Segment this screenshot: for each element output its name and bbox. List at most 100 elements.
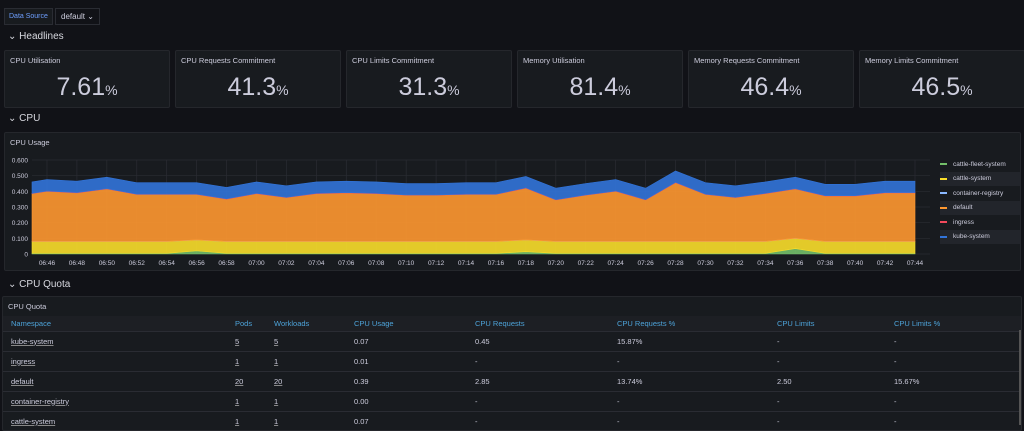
legend-item[interactable]: ingress [940,215,1020,229]
table-cell: 15.87% [609,330,769,351]
column-header[interactable]: CPU Requests [467,316,609,331]
x-tick-label: 07:34 [757,260,774,267]
datasource-value: default [61,12,86,21]
chevron-down-icon: ⌄ [8,31,20,42]
cell-link[interactable]: kube-system [11,336,54,346]
row-cpu[interactable]: ⌄ CPU [8,113,40,124]
legend-item[interactable]: cattle-system [940,171,1020,186]
y-tick-label: 0.500 [12,173,29,180]
stat-panel: CPU Requests Commitment 41.3% [175,50,341,108]
legend-item[interactable]: default [940,200,1020,215]
y-tick-label: 0.200 [12,220,29,227]
x-tick-label: 07:24 [608,260,625,267]
x-tick-label: 07:44 [907,260,924,267]
cell-link[interactable]: 1 [235,356,240,366]
stat-value: 7.61 [56,73,106,101]
table-cell: - [886,390,1021,411]
y-tick-label: 0.600 [12,158,29,165]
stat-title: Memory Utilisation [523,56,585,65]
row-cpu-quota[interactable]: ⌄ CPU Quota [8,279,70,290]
table-cell: - [769,410,886,431]
table-row: cattle-system 1 1 0.07- - - - [3,410,1021,431]
x-tick-label: 07:12 [428,260,445,267]
stat-unit: % [789,82,802,98]
cell-link[interactable]: 1 [274,416,279,426]
stat-panel: Memory Utilisation 81.4% [517,50,683,108]
x-tick-label: 07:38 [817,260,834,267]
stat-unit: % [960,82,973,98]
x-tick-label: 07:08 [368,260,385,267]
stat-value: 46.4 [740,73,790,101]
cell-link[interactable]: 5 [274,336,279,346]
row-title: CPU Quota [19,279,71,290]
x-tick-label: 07:18 [518,260,535,267]
table-cell: 13.74% [609,370,769,391]
x-tick-label: 06:50 [99,260,116,267]
cell-link[interactable]: ingress [11,356,36,366]
x-tick-label: 07:36 [787,260,804,267]
stat-title: Memory Requests Commitment [694,56,800,65]
cell-link[interactable]: 20 [235,376,244,386]
stat-value: 31.3 [398,73,448,101]
table-cell: kube-system [3,330,227,351]
legend-swatch [940,206,947,209]
cell-link[interactable]: 5 [235,336,240,346]
column-header[interactable]: CPU Requests % [609,316,769,331]
cpu-quota-panel: CPU Quota Namespace Pods Workloads CPU Usag… [2,296,1022,431]
x-tick-label: 07:28 [667,260,684,267]
row-title: CPU [19,113,41,124]
column-header[interactable]: Workloads [266,316,346,331]
x-tick-label: 07:10 [398,260,415,267]
stat-title: Memory Limits Commitment [865,56,959,65]
scrollbar[interactable] [1019,330,1021,425]
cell-link[interactable]: 1 [235,396,240,406]
column-header[interactable]: Namespace [3,316,227,331]
stat-value: 81.4 [569,73,619,101]
table-cell: 1 [227,390,266,411]
cell-link[interactable]: 1 [274,396,279,406]
stat-unit: % [618,82,631,98]
column-header[interactable]: CPU Usage [346,316,467,331]
chevron-down-icon: ⌄ [8,113,20,124]
table-cell: - [609,390,769,411]
legend-swatch [940,221,947,223]
table-cell: - [769,330,886,351]
legend-item[interactable]: kube-system [940,229,1020,244]
stat-title: CPU Requests Commitment [181,56,276,65]
y-tick-label: 0 [24,252,28,259]
table-cell: 20 [227,370,266,391]
column-header[interactable]: Pods [227,316,266,331]
panel-title: CPU Quota [8,302,47,311]
table-cell: - [769,390,886,411]
stat-value: 46.5 [911,73,961,101]
column-header[interactable]: CPU Limits [769,316,886,331]
legend-item[interactable]: cattle-fleet-system [940,157,1020,171]
datasource-select[interactable]: default ⌄ [55,8,100,25]
legend-label: kube-system [953,233,990,240]
cell-link[interactable]: 1 [235,416,240,426]
x-tick-label: 06:52 [129,260,146,267]
x-tick-label: 07:40 [847,260,864,267]
legend-label: container-registry [953,189,1004,197]
table-cell: 2.85 [467,370,609,391]
table-cell: 0.07 [346,410,467,431]
cell-link[interactable]: cattle-system [11,416,56,426]
table-cell: - [467,390,609,411]
table-cell: - [886,330,1021,351]
table-cell: - [886,410,1021,431]
table-row: kube-system 5 5 0.07 0.45 15.87% - - [3,330,1021,351]
table-cell: 0.01 [346,350,467,371]
cpu-usage-chart: 0 0.100 0.200 0.300 0.400 0.500 0.600 06:46 06:4… [12,158,930,267]
cell-link[interactable]: 20 [274,376,283,386]
column-header[interactable]: CPU Limits % [886,316,1021,331]
x-tick-label: 07:26 [637,260,654,267]
stat-value: 41.3 [227,73,277,101]
legend-label: cattle-fleet-system [953,160,1006,168]
cell-link[interactable]: 1 [274,356,279,366]
row-headlines[interactable]: ⌄ Headlines [8,31,64,42]
cell-link[interactable]: default [11,376,34,386]
chevron-down-icon: ⌄ [8,279,20,290]
cell-link[interactable]: container-registry [11,396,69,406]
table-cell: 2.50 [769,370,886,391]
legend-item[interactable]: container-registry [940,186,1020,200]
